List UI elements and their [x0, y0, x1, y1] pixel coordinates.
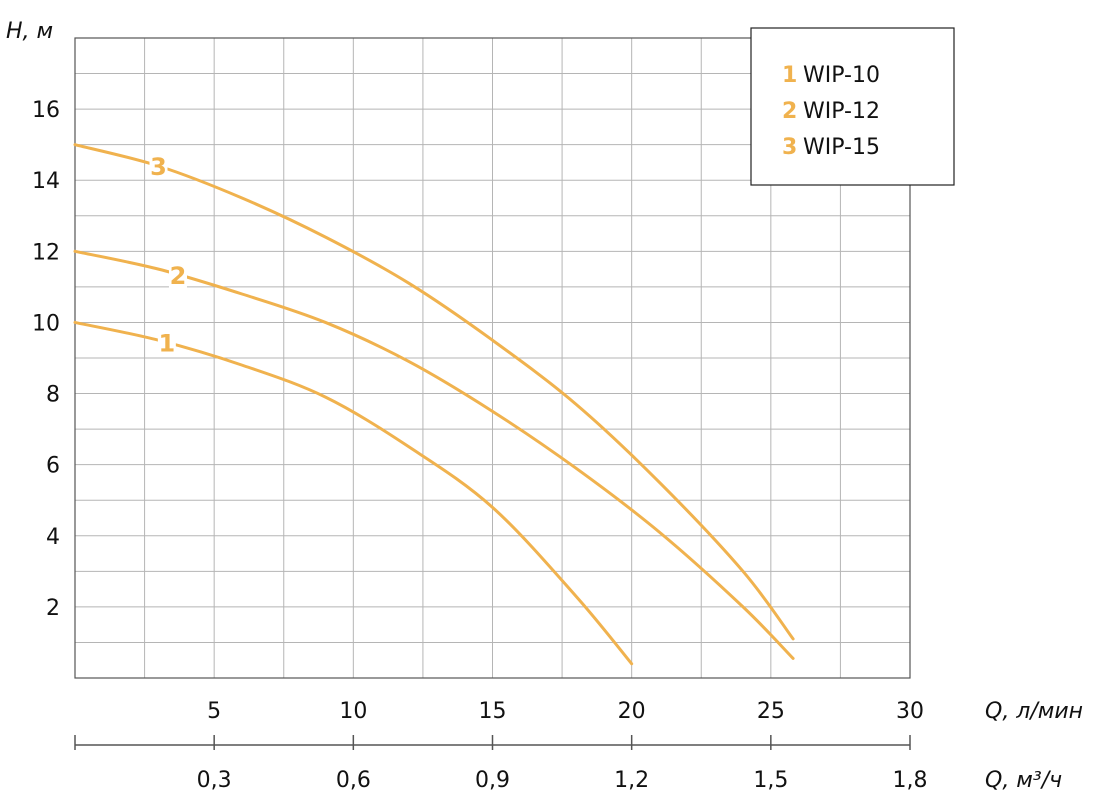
x-ticks: 5 10 15 20 25 30: [207, 699, 924, 724]
curves: [73, 143, 795, 666]
x-axis-title-secondary: Q, м³/ч: [985, 768, 1062, 793]
curve-label-3: 3: [150, 153, 167, 181]
x2-tick-label: 0,3: [197, 768, 232, 793]
curve-label-1: 1: [158, 330, 175, 358]
series-line-3: [73, 143, 795, 641]
y-tick-label: 16: [32, 98, 60, 123]
legend-entry-3: WIP-15: [803, 135, 880, 160]
legend-entry-1: WIP-10: [803, 63, 880, 88]
plot-frame: [74, 37, 911, 679]
y-tick-label: 10: [32, 311, 60, 336]
legend-marker-1: 1: [782, 63, 797, 88]
x-tick-label: 5: [207, 699, 221, 724]
y-tick-label: 6: [46, 454, 60, 479]
x-tick-label: 10: [339, 699, 367, 724]
x2-tick-label: 0,6: [336, 768, 371, 793]
y-tick-label: 14: [32, 169, 60, 194]
legend-box: [750, 27, 955, 186]
grid: [75, 38, 910, 678]
curve-label-bg: [168, 261, 187, 288]
legend-marker-2: 2: [782, 99, 797, 124]
x2-tick-label: 1,5: [753, 768, 788, 793]
legend-entry-2: WIP-12: [803, 99, 880, 124]
y-tick-label: 2: [46, 596, 60, 621]
x2-tick-label: 0,9: [475, 768, 510, 793]
x-tick-label: 25: [757, 699, 785, 724]
x2-tick-label: 1,8: [893, 768, 928, 793]
y-tick-label: 4: [46, 525, 60, 550]
legend: 1 WIP-102 WIP-123 WIP-15: [750, 27, 955, 186]
x-tick-label: 15: [479, 699, 507, 724]
y-tick-label: 12: [32, 240, 60, 265]
y-ticks: 2 4 6 8 10 12 14 16: [32, 98, 60, 621]
y-axis-title: H, м: [6, 19, 53, 44]
series-line-2: [73, 249, 795, 660]
x-axis-title-primary: Q, л/мин: [985, 699, 1083, 724]
x-axis-secondary: 0,3 0,6 0,9 1,2 1,5 1,8: [74, 735, 928, 793]
legend-marker-3: 3: [782, 135, 797, 160]
curve-label-bg: [157, 329, 176, 356]
y-tick-label: 8: [46, 383, 60, 408]
x-tick-label: 20: [618, 699, 646, 724]
x-tick-label: 30: [896, 699, 924, 724]
curve-labels: 1 2 3: [149, 153, 187, 358]
curve-label-2: 2: [170, 262, 187, 290]
x2-tick-label: 1,2: [614, 768, 649, 793]
curve-label-bg: [149, 153, 168, 179]
